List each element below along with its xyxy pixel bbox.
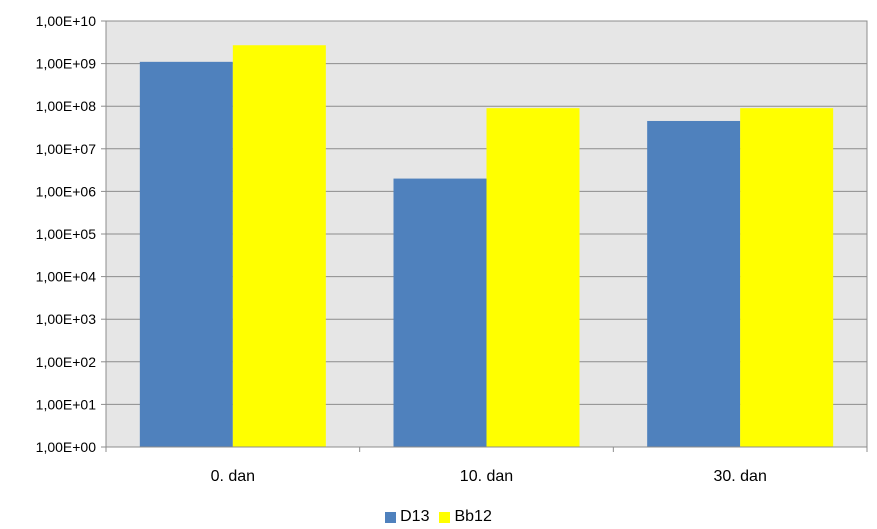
- legend-swatch-d13: [385, 511, 397, 523]
- bar-chart: 1,00E+00 1,00E+01 1,00E+02 1,00E+03 1,00E+04…: [36, 13, 868, 485]
- x-tick-label: 30. dan: [713, 468, 766, 485]
- legend-item-d13: D13: [385, 508, 429, 526]
- y-tick-label: 1,00E+02: [36, 354, 97, 370]
- y-tick-label: 1,00E+05: [36, 226, 97, 242]
- x-tick-label: 10. dan: [460, 468, 513, 485]
- bar-bb12-1: [486, 108, 580, 448]
- bar-d13-1: [393, 178, 487, 448]
- bar-bb12-0: [232, 45, 326, 447]
- legend-item-bb12: Bb12: [439, 508, 492, 526]
- y-tick-label: 1,00E+01: [36, 396, 97, 412]
- x-tick-label: 0. dan: [211, 468, 255, 485]
- legend-label-bb12: Bb12: [454, 508, 492, 525]
- y-tick-label: 1,00E+10: [36, 13, 97, 29]
- y-tick-label: 1,00E+07: [36, 141, 97, 157]
- legend-swatch-bb12: [439, 511, 451, 523]
- y-tick-label: 1,00E+04: [36, 269, 97, 285]
- legend-label-d13: D13: [400, 508, 430, 525]
- y-tick-label: 1,00E+03: [36, 311, 97, 327]
- y-tick-label: 1,00E+00: [36, 439, 97, 455]
- bar-d13-0: [139, 61, 233, 447]
- bar-bb12-2: [740, 108, 834, 448]
- y-tick-label: 1,00E+06: [36, 183, 97, 199]
- legend: D13 Bb12: [0, 508, 877, 526]
- y-tick-label: 1,00E+08: [36, 98, 97, 114]
- y-tick-label: 1,00E+09: [36, 56, 97, 72]
- bar-d13-2: [647, 120, 741, 447]
